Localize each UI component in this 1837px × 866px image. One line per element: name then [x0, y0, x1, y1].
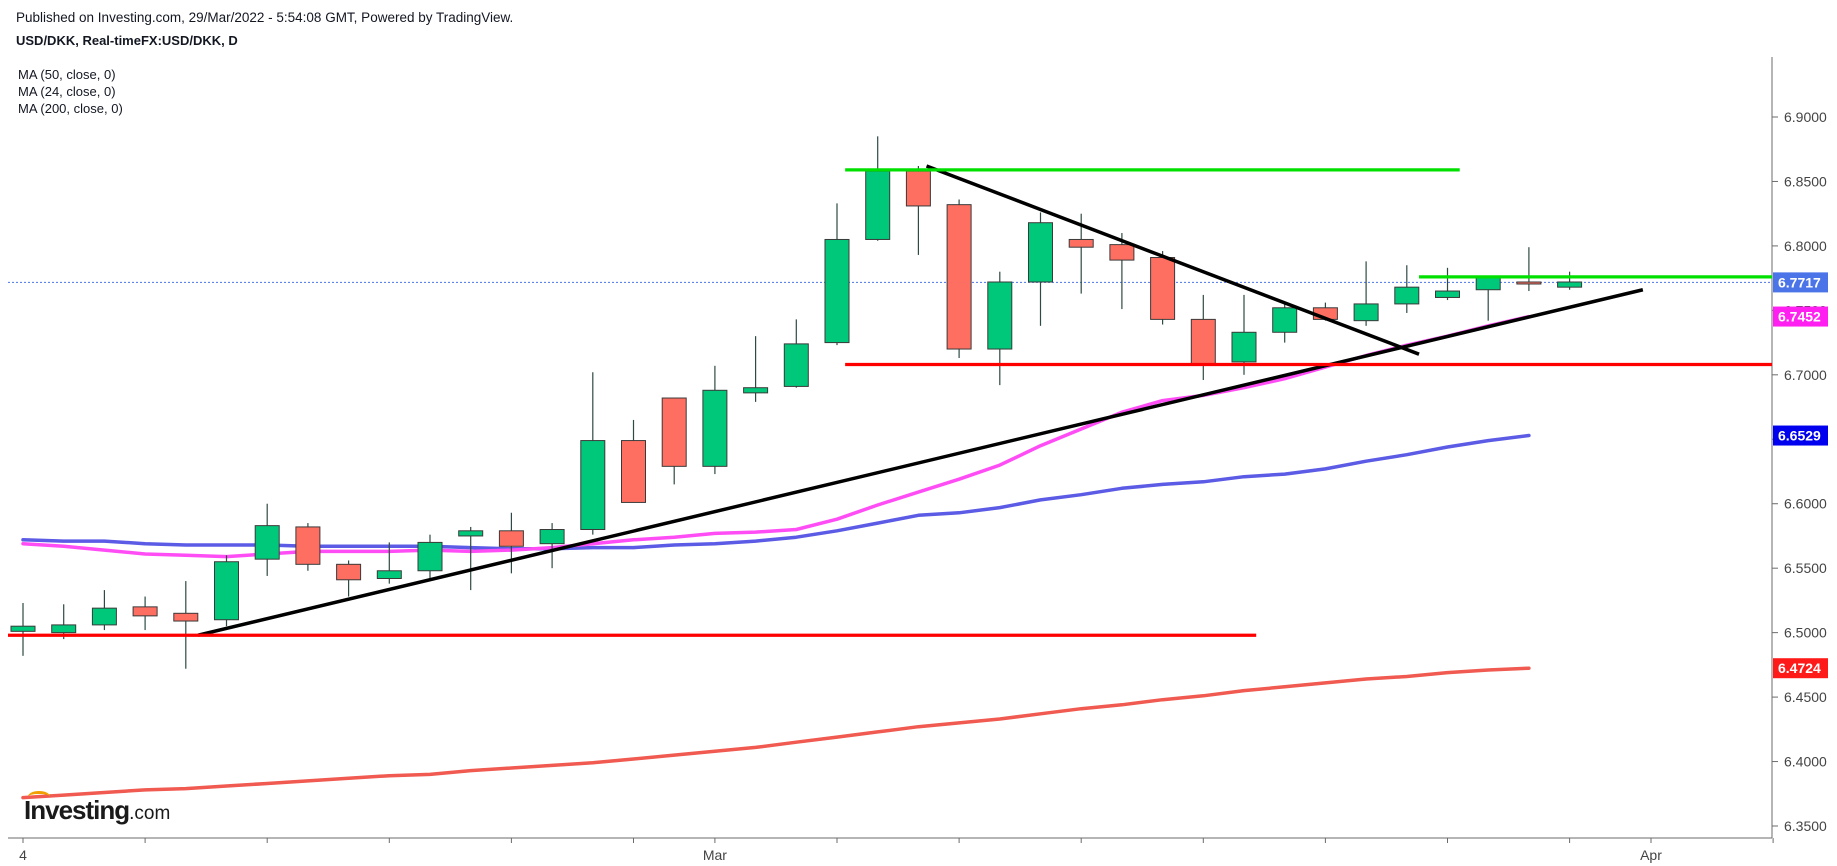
price-label-text: 6.4724 — [1778, 660, 1821, 676]
candle-down — [295, 526, 321, 565]
x-tick-label: Apr — [1640, 847, 1662, 863]
legend-ma50[interactable]: MA (50, close, 0) — [18, 67, 116, 82]
candle-down — [173, 612, 199, 622]
price-label-text: 6.7717 — [1778, 274, 1821, 290]
y-tick-label: 6.5500 — [1784, 560, 1827, 576]
candle-down — [946, 204, 972, 350]
candle-down — [621, 440, 646, 503]
legend-ma24[interactable]: MA (24, close, 0) — [18, 84, 116, 99]
logo-swoosh-icon — [28, 791, 50, 802]
candle-up — [987, 281, 1013, 350]
candle-up — [51, 624, 77, 634]
candle-up — [1353, 303, 1379, 322]
candle-up — [1028, 222, 1053, 283]
indicator-legend: MA (50, close, 0) MA (24, close, 0) MA (… — [18, 66, 123, 117]
candle-up — [743, 387, 769, 394]
y-tick-label: 6.4500 — [1784, 689, 1827, 705]
y-tick-label: 6.8500 — [1784, 173, 1827, 189]
candle-down — [1109, 244, 1135, 261]
published-info: Published on Investing.com, 29/Mar/2022 … — [16, 10, 514, 25]
y-tick-label: 6.6000 — [1784, 496, 1827, 512]
candle-up — [824, 238, 850, 344]
candle-down — [1068, 238, 1094, 248]
candle-up — [214, 561, 239, 621]
candle-up — [539, 529, 565, 545]
candle-down — [336, 563, 362, 581]
candle-up — [91, 607, 117, 626]
y-tick-label: 6.4000 — [1784, 754, 1827, 770]
price-label-text: 6.6529 — [1778, 428, 1821, 444]
candle-up — [702, 389, 728, 467]
candle-up — [417, 541, 443, 572]
logo-suffix: .com — [129, 803, 171, 824]
candle-up — [1394, 286, 1420, 305]
price-label-box — [1773, 658, 1828, 679]
legend-ma200[interactable]: MA (200, close, 0) — [18, 101, 123, 116]
y-tick-label: 6.7000 — [1784, 367, 1827, 383]
candle-up — [1557, 281, 1583, 288]
ma200-line — [21, 666, 1531, 800]
x-tick-label: Mar — [703, 847, 727, 863]
candle-up — [1475, 276, 1501, 291]
candle-down — [1516, 281, 1542, 285]
price-label-text: 6.7452 — [1778, 309, 1821, 325]
candle-up — [458, 530, 484, 537]
candle-up — [1272, 307, 1298, 333]
y-tick-label: 6.5000 — [1784, 625, 1827, 641]
candle-up — [1435, 290, 1460, 298]
candle-down — [1190, 318, 1216, 366]
y-tick-label: 6.3500 — [1784, 818, 1827, 834]
price-label-box — [1773, 306, 1828, 327]
y-tick-label: 6.9000 — [1784, 109, 1827, 125]
candle-down — [905, 170, 931, 207]
candle-up — [580, 440, 606, 531]
descending-resistance-line — [925, 164, 1420, 356]
ma24-line — [21, 314, 1531, 559]
price-label-box — [1773, 425, 1828, 446]
candle-down — [498, 530, 524, 547]
candle-up — [1231, 331, 1257, 363]
x-tick-label: 4 — [19, 847, 27, 863]
y-tick-label: 6.8000 — [1784, 238, 1827, 254]
price-label-box — [1773, 272, 1828, 293]
candle-up — [254, 525, 280, 560]
rising-support-line — [197, 288, 1644, 637]
candle-up — [10, 625, 36, 632]
investing-logo: Investing.com — [24, 791, 171, 826]
candle-up — [865, 170, 891, 240]
candle-up — [376, 570, 402, 579]
plot-area — [8, 136, 1772, 800]
candle-down — [1150, 257, 1176, 320]
candle-down — [661, 397, 687, 467]
candle-up — [783, 343, 809, 387]
candle-down — [132, 606, 158, 617]
symbol-title: USD/DKK, Real-timeFX:USD/DKK, D — [16, 33, 238, 48]
